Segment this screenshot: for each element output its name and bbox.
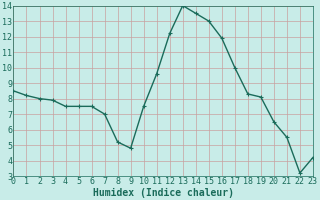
X-axis label: Humidex (Indice chaleur): Humidex (Indice chaleur)	[93, 188, 234, 198]
